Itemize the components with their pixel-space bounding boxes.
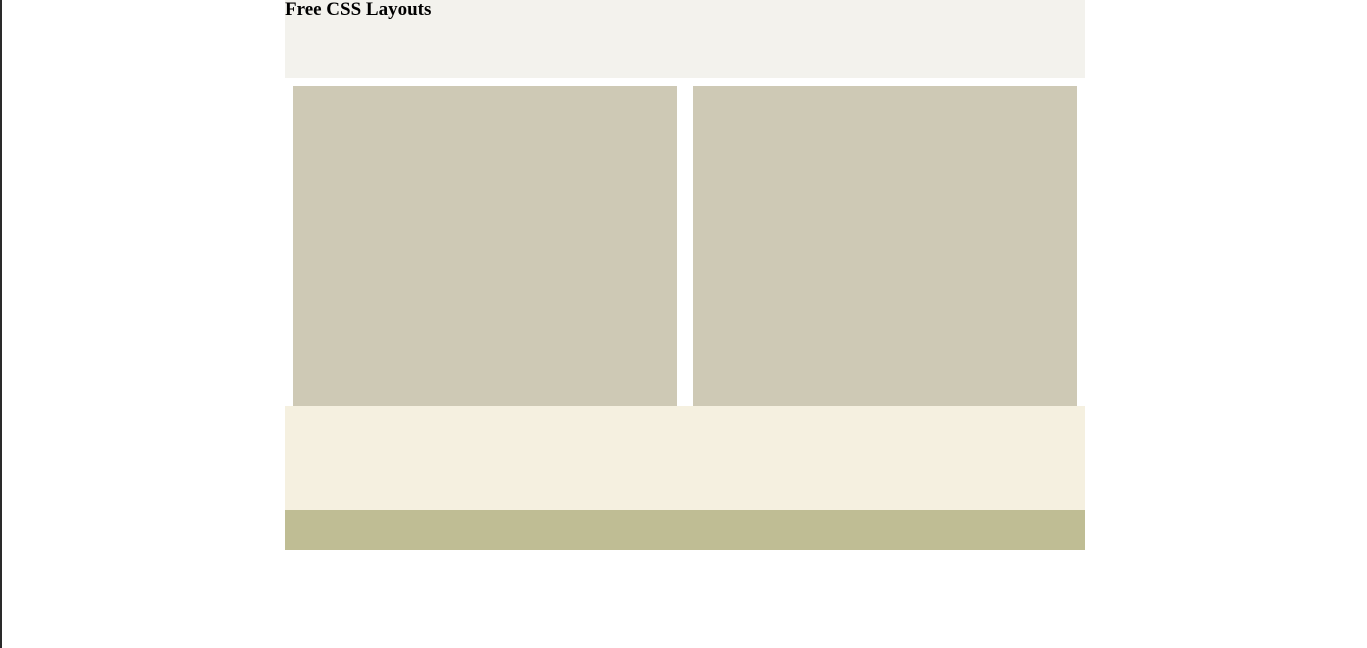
header: Free CSS Layouts	[285, 0, 1085, 78]
content-columns	[285, 78, 1085, 406]
content-band	[285, 406, 1085, 510]
right-column	[693, 86, 1077, 406]
window-left-edge	[0, 0, 2, 648]
left-column	[293, 86, 677, 406]
page-title: Free CSS Layouts	[285, 0, 432, 20]
footer	[285, 510, 1085, 550]
page-container: Free CSS Layouts	[285, 0, 1085, 550]
